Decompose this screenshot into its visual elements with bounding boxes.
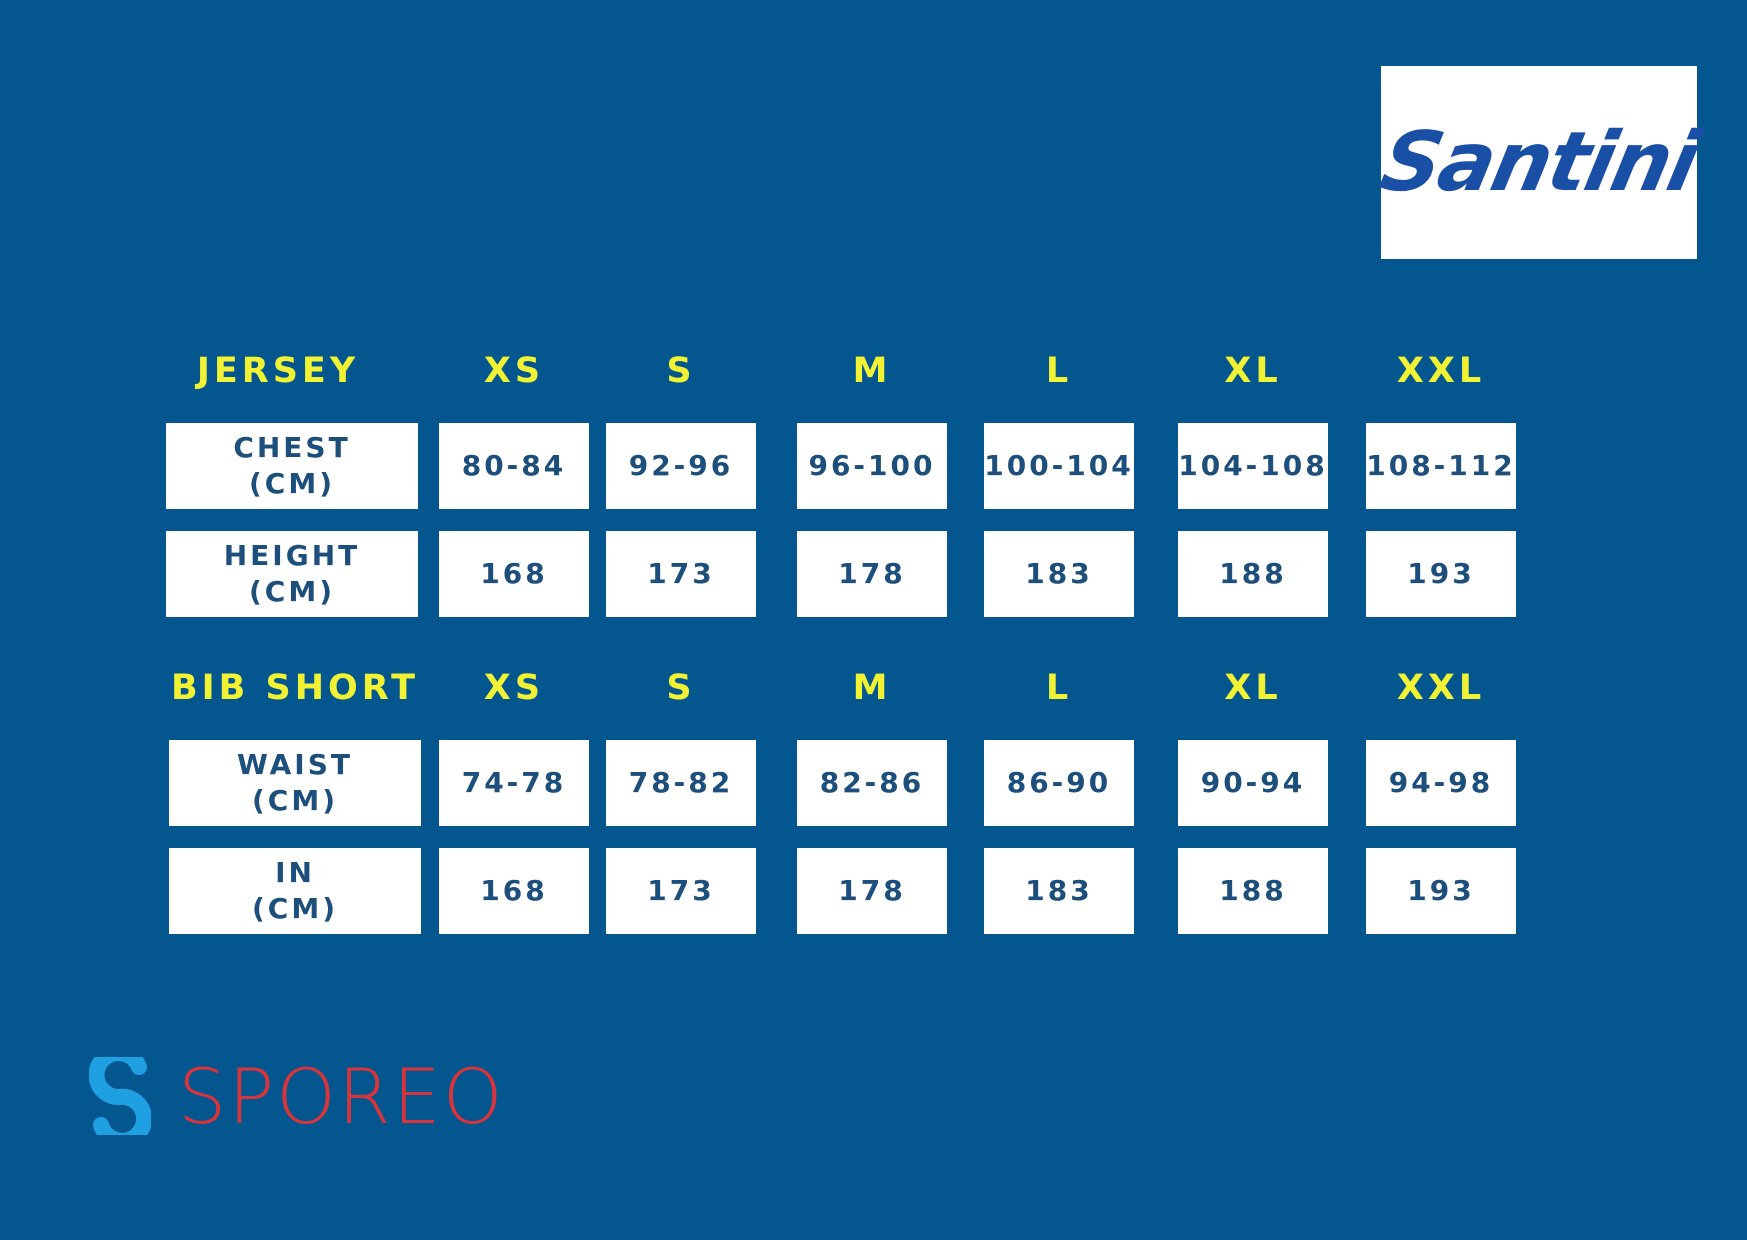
value-text: 100-104 (984, 448, 1134, 482)
row-label: WAIST (CM) (169, 740, 421, 826)
value-text: 168 (480, 873, 548, 907)
value-text: 96-100 (808, 448, 936, 482)
value-text: 168 (480, 556, 548, 590)
value-text: 74-78 (461, 765, 567, 799)
value-cell: 173 (606, 531, 756, 617)
value-text: 178 (838, 556, 906, 590)
size-header: XL (1224, 351, 1282, 391)
table-title: BIB SHORT (170, 668, 420, 708)
row-label-text: HEIGHT (223, 538, 361, 572)
value-text: 104-108 (1178, 448, 1328, 482)
value-text: 188 (1219, 556, 1287, 590)
brand-logo-text: Santini (1372, 115, 1706, 210)
value-cell: 178 (797, 848, 947, 934)
size-header: XS (483, 668, 545, 708)
value-text: 173 (647, 556, 715, 590)
value-text: 183 (1025, 556, 1093, 590)
value-cell: 86-90 (984, 740, 1134, 826)
value-text: 82-86 (819, 765, 925, 799)
value-text: 108-112 (1366, 448, 1516, 482)
size-header: M (852, 668, 892, 708)
value-cell: 178 (797, 531, 947, 617)
value-text: 80-84 (461, 448, 567, 482)
row-label-text: WAIST (237, 747, 353, 781)
size-header: S (666, 668, 696, 708)
footer-logo: SPOREO (178, 1052, 505, 1141)
size-header: S (666, 351, 696, 391)
value-cell: 183 (984, 531, 1134, 617)
value-text: 173 (647, 873, 715, 907)
footer-icon (89, 1057, 151, 1135)
value-cell: 168 (439, 848, 589, 934)
size-header: XS (483, 351, 545, 391)
value-cell: 90-94 (1178, 740, 1328, 826)
value-cell: 80-84 (439, 423, 589, 509)
value-text: 86-90 (1006, 765, 1112, 799)
row-label: HEIGHT (CM) (166, 531, 418, 617)
value-cell: 193 (1366, 531, 1516, 617)
row-label: IN (CM) (169, 848, 421, 934)
size-header: XXL (1396, 668, 1486, 708)
row-unit-text: (CM) (248, 467, 335, 500)
size-header: L (1045, 351, 1073, 391)
value-cell: 94-98 (1366, 740, 1516, 826)
size-header: XXL (1396, 351, 1486, 391)
value-cell: 92-96 (606, 423, 756, 509)
value-text: 90-94 (1200, 765, 1306, 799)
value-cell: 100-104 (984, 423, 1134, 509)
row-unit-text: (CM) (251, 784, 338, 817)
size-header: M (852, 351, 892, 391)
value-cell: 193 (1366, 848, 1516, 934)
value-text: 188 (1219, 873, 1287, 907)
value-cell: 74-78 (439, 740, 589, 826)
value-cell: 188 (1178, 848, 1328, 934)
value-cell: 108-112 (1366, 423, 1516, 509)
value-cell: 173 (606, 848, 756, 934)
value-text: 193 (1407, 556, 1475, 590)
value-text: 178 (838, 873, 906, 907)
value-cell: 188 (1178, 531, 1328, 617)
row-unit-text: (CM) (248, 575, 335, 608)
value-text: 183 (1025, 873, 1093, 907)
value-cell: 168 (439, 531, 589, 617)
value-cell: 96-100 (797, 423, 947, 509)
value-text: 94-98 (1388, 765, 1494, 799)
value-text: 193 (1407, 873, 1475, 907)
value-cell: 183 (984, 848, 1134, 934)
size-header: L (1045, 668, 1073, 708)
value-cell: 78-82 (606, 740, 756, 826)
row-label-text: IN (275, 855, 315, 889)
brand-logo: Santini (1373, 66, 1705, 259)
value-text: 92-96 (628, 448, 734, 482)
table-title: JERSEY (196, 351, 360, 391)
value-cell: 104-108 (1178, 423, 1328, 509)
row-unit-text: (CM) (251, 892, 338, 925)
row-label: CHEST (CM) (166, 423, 418, 509)
size-header: XL (1224, 668, 1282, 708)
row-label-text: CHEST (233, 430, 351, 464)
value-text: 78-82 (628, 765, 734, 799)
value-cell: 82-86 (797, 740, 947, 826)
